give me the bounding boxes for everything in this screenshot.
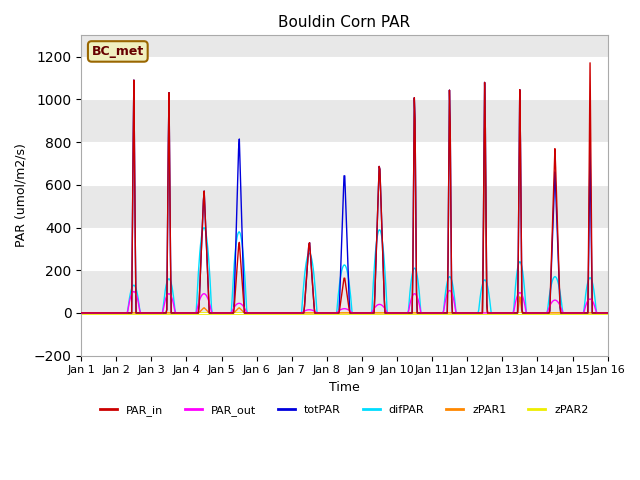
difPAR xyxy=(604,310,611,316)
difPAR xyxy=(424,310,432,316)
PAR_in xyxy=(586,60,594,66)
Line: difPAR: difPAR xyxy=(81,228,607,313)
difPAR xyxy=(200,225,208,230)
zPAR1 xyxy=(87,310,95,316)
Legend: PAR_in, PAR_out, totPAR, difPAR, zPAR1, zPAR2: PAR_in, PAR_out, totPAR, difPAR, zPAR1, … xyxy=(96,401,593,420)
zPAR1 xyxy=(424,310,431,316)
totPAR xyxy=(141,310,149,316)
totPAR xyxy=(604,310,611,316)
totPAR xyxy=(87,310,95,316)
Line: zPAR1: zPAR1 xyxy=(81,129,607,313)
PAR_out xyxy=(77,310,85,316)
PAR_in xyxy=(141,310,148,316)
zPAR2 xyxy=(195,310,202,316)
difPAR xyxy=(87,310,95,316)
Bar xyxy=(81,270,607,313)
PAR_in xyxy=(604,310,611,316)
PAR_out xyxy=(445,288,453,293)
zPAR1 xyxy=(481,126,488,132)
Text: BC_met: BC_met xyxy=(92,45,144,58)
Y-axis label: PAR (umol/m2/s): PAR (umol/m2/s) xyxy=(15,144,28,247)
zPAR2 xyxy=(604,310,611,316)
PAR_in xyxy=(87,310,95,316)
PAR_in xyxy=(77,310,85,316)
PAR_out xyxy=(408,294,416,300)
totPAR xyxy=(409,266,417,272)
totPAR xyxy=(424,310,432,316)
totPAR xyxy=(195,302,203,308)
PAR_out xyxy=(195,301,202,307)
zPAR1 xyxy=(222,310,230,316)
PAR_in xyxy=(424,310,431,316)
Title: Bouldin Corn PAR: Bouldin Corn PAR xyxy=(278,15,410,30)
Bar xyxy=(81,142,607,185)
difPAR xyxy=(223,310,230,316)
PAR_in xyxy=(408,310,416,316)
Bar xyxy=(81,99,607,142)
PAR_out xyxy=(222,310,230,316)
X-axis label: Time: Time xyxy=(329,381,360,394)
zPAR1 xyxy=(195,310,202,316)
PAR_in xyxy=(222,310,230,316)
difPAR xyxy=(409,269,417,275)
zPAR1 xyxy=(77,310,85,316)
PAR_out xyxy=(604,310,611,316)
difPAR xyxy=(195,271,202,277)
Bar xyxy=(81,57,607,99)
totPAR xyxy=(130,77,138,83)
zPAR2 xyxy=(141,310,148,316)
Line: PAR_out: PAR_out xyxy=(81,290,607,313)
PAR_out xyxy=(87,310,95,316)
Bar xyxy=(81,313,607,356)
PAR_in xyxy=(195,310,202,316)
zPAR2 xyxy=(87,310,95,316)
difPAR xyxy=(77,310,85,316)
PAR_out xyxy=(424,310,431,316)
Line: PAR_in: PAR_in xyxy=(81,63,607,313)
zPAR1 xyxy=(141,310,148,316)
zPAR2 xyxy=(222,310,230,316)
difPAR xyxy=(141,310,148,316)
Bar xyxy=(81,185,607,228)
zPAR1 xyxy=(604,310,611,316)
totPAR xyxy=(77,310,85,316)
zPAR2 xyxy=(77,310,85,316)
Bar xyxy=(81,228,607,270)
zPAR1 xyxy=(408,310,416,316)
Line: totPAR: totPAR xyxy=(81,80,607,313)
totPAR xyxy=(223,310,230,316)
PAR_out xyxy=(141,310,148,316)
zPAR2 xyxy=(424,310,431,316)
zPAR2 xyxy=(408,310,416,316)
